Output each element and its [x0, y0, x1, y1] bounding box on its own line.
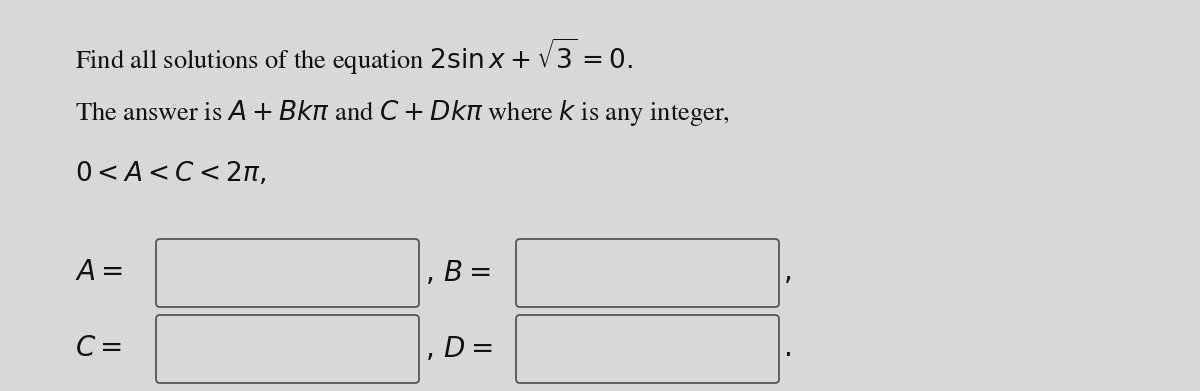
Text: Find all solutions of the equation $2\sin x + \sqrt{3} = 0.$: Find all solutions of the equation $2\si… — [74, 36, 632, 77]
Text: The answer is $A + Bk\pi$ and $C + Dk\pi$ where $k$ is any integer,: The answer is $A + Bk\pi$ and $C + Dk\pi… — [74, 98, 730, 128]
Text: $,\, D =$: $,\, D =$ — [425, 335, 493, 363]
FancyBboxPatch shape — [516, 239, 779, 307]
Text: $.$: $.$ — [784, 336, 791, 362]
Text: $0 < A < C < 2\pi,$: $0 < A < C < 2\pi,$ — [74, 160, 266, 187]
Text: $C =$: $C =$ — [74, 336, 122, 362]
FancyBboxPatch shape — [156, 239, 419, 307]
FancyBboxPatch shape — [156, 315, 419, 383]
FancyBboxPatch shape — [516, 315, 779, 383]
Text: $,\, B =$: $,\, B =$ — [425, 259, 491, 287]
Text: $,$: $,$ — [784, 260, 791, 285]
Text: $A =$: $A =$ — [74, 260, 124, 285]
